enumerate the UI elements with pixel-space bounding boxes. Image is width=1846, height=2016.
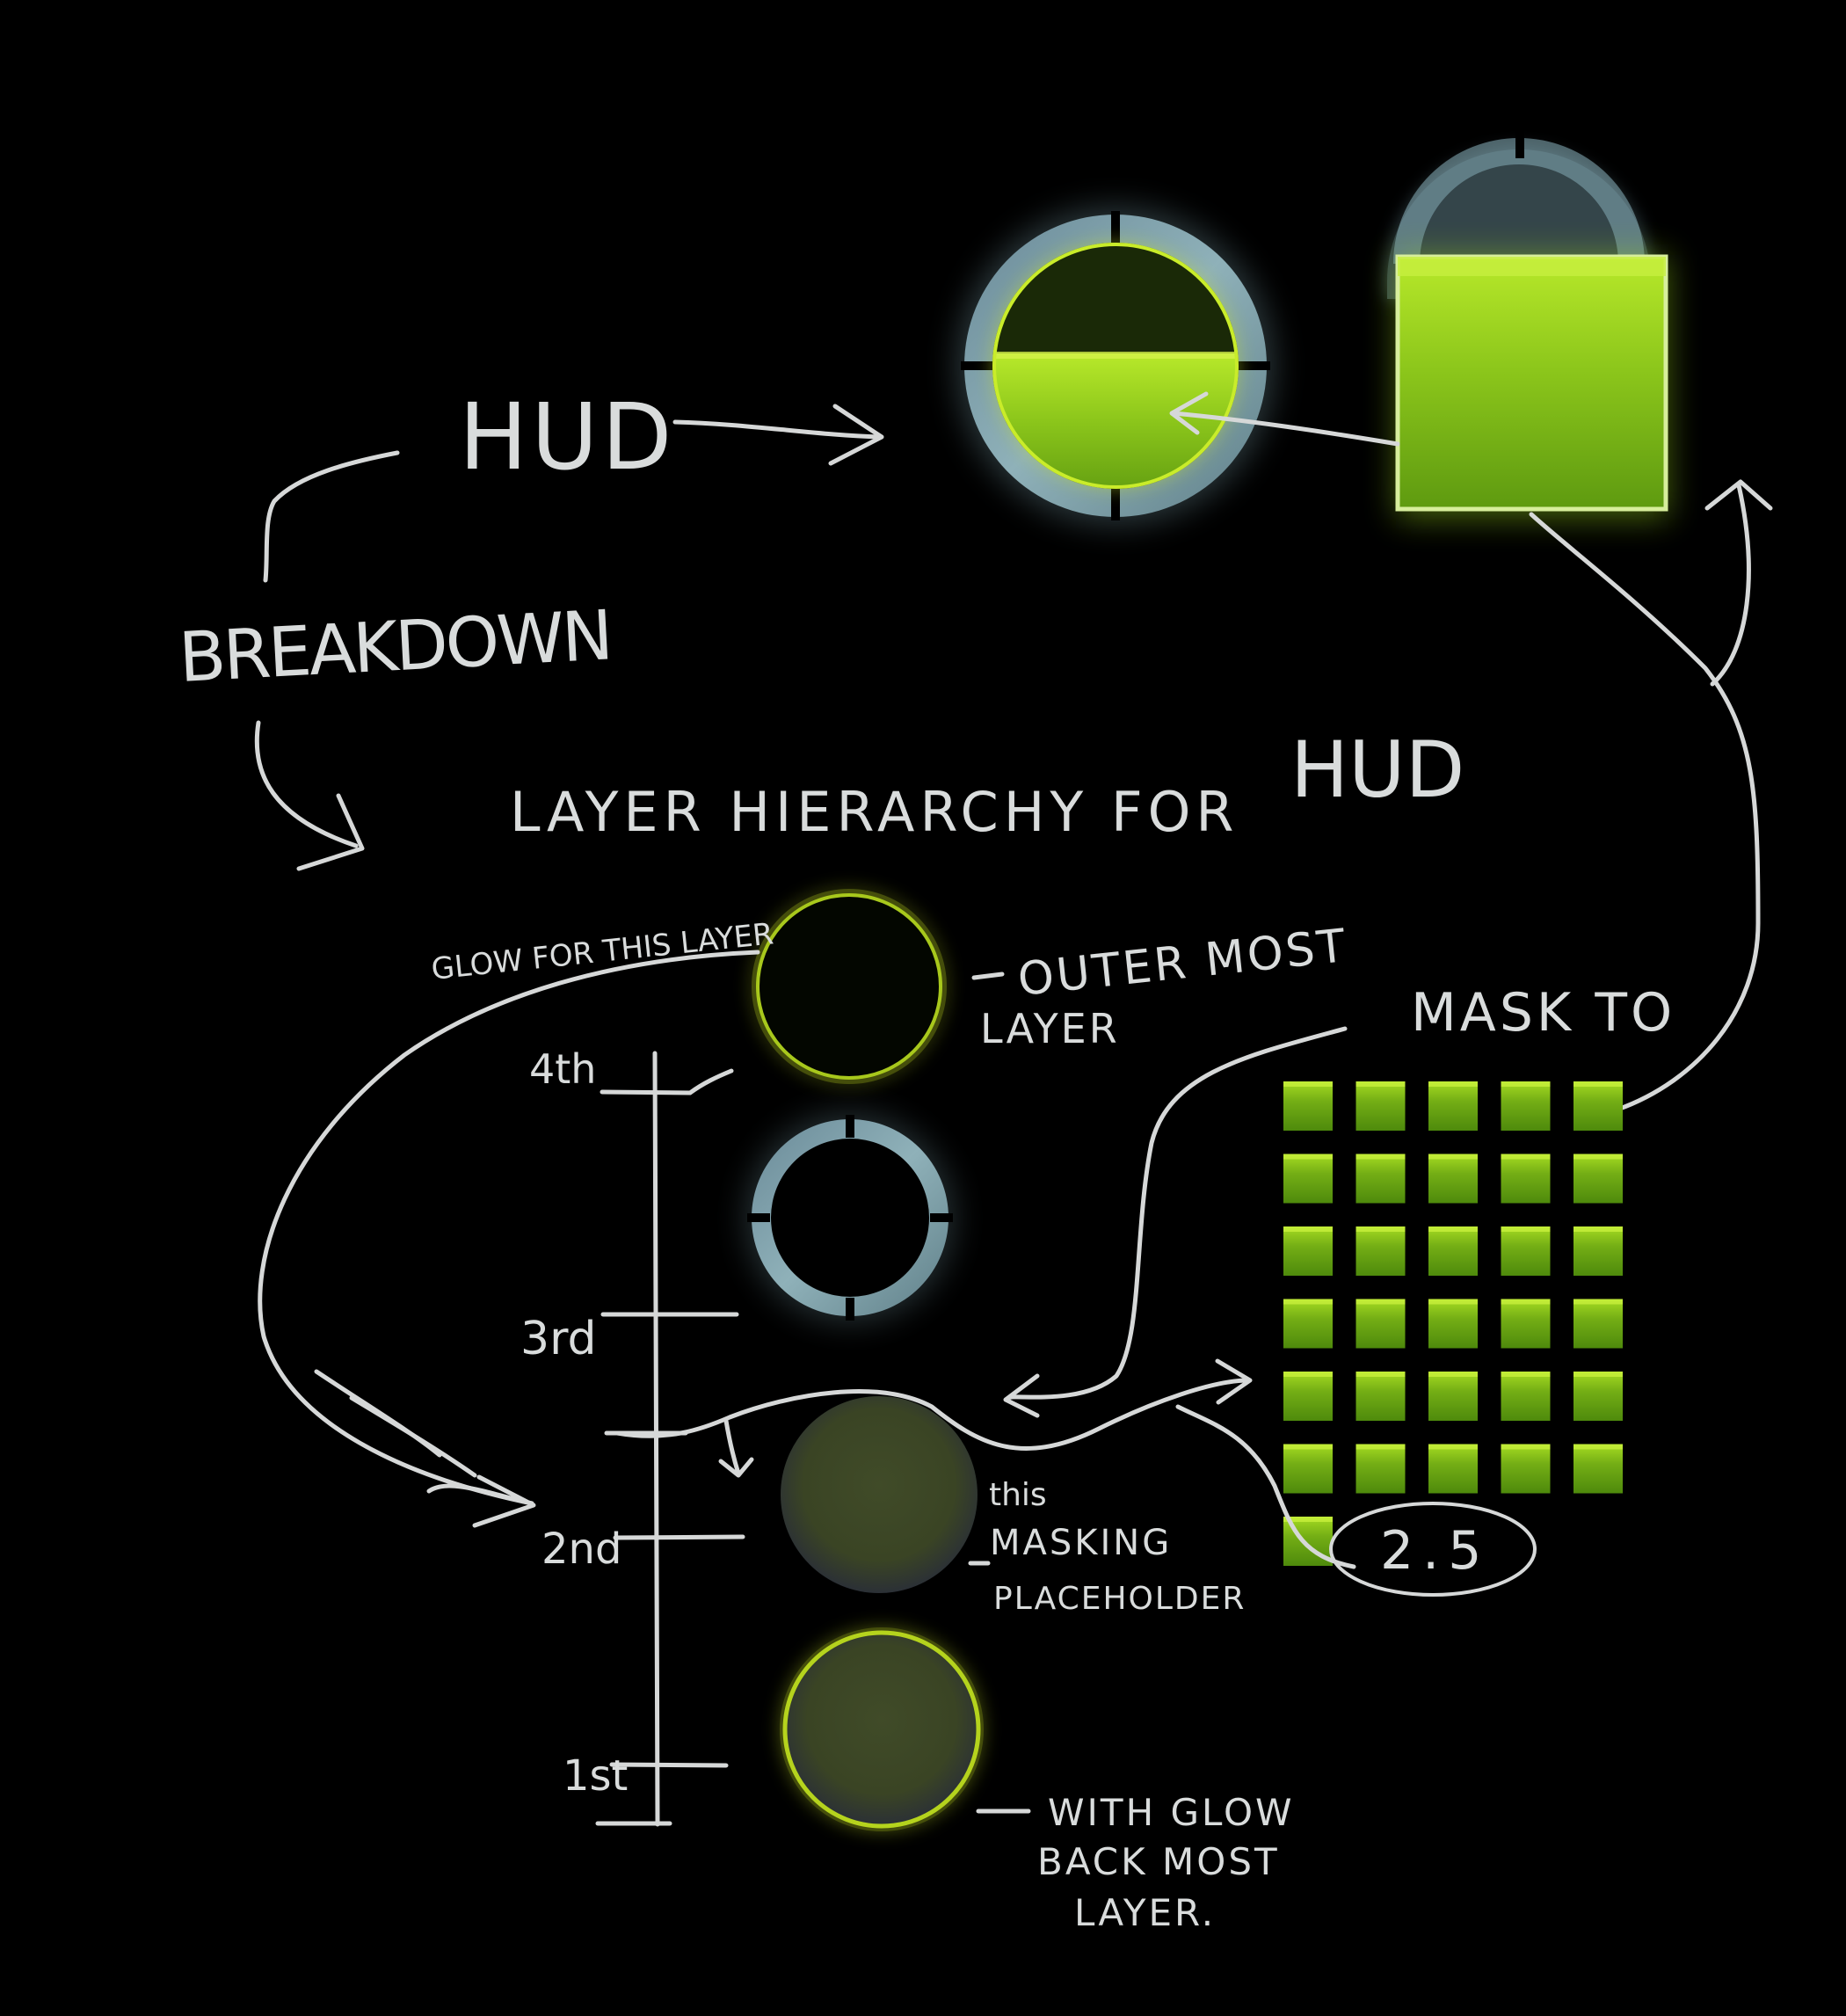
frame-count-badge: 2.5 xyxy=(1329,1502,1537,1597)
layer-hierarchy-label: LAYER HIERARCHY FOR xyxy=(510,780,1239,844)
liquid-frame-tile-highlight xyxy=(1573,1081,1623,1087)
liquid-frame-tile xyxy=(1501,1299,1551,1349)
liquid-frame-tile xyxy=(1573,1299,1623,1349)
liquid-frame-tile-highlight xyxy=(1428,1444,1478,1450)
liquid-frame-tile-highlight xyxy=(1355,1372,1406,1377)
liquid-frame-tile xyxy=(1573,1372,1623,1421)
liquid-frame-tile xyxy=(1355,1372,1406,1421)
layer-3-blue-ring xyxy=(746,1114,954,1321)
liquid-frame-tile xyxy=(1573,1226,1623,1276)
level-3-label: 3rd xyxy=(520,1313,597,1365)
liquid-frame-tile-highlight xyxy=(1428,1299,1478,1305)
liquid-frame-tile-highlight xyxy=(1573,1299,1623,1305)
arrow-mask-to-placeholder xyxy=(614,1026,1356,1569)
outer-layer-dash xyxy=(971,972,1005,980)
liquid-frame-tile xyxy=(1283,1226,1333,1276)
level-2-label: 2nd xyxy=(541,1525,621,1574)
liquid-frame-tile-highlight xyxy=(1573,1226,1623,1232)
hud-label: HUD xyxy=(459,383,675,491)
liquid-frame-tile-highlight xyxy=(1573,1444,1623,1450)
liquid-frame-tile-highlight xyxy=(1573,1372,1623,1377)
liquid-frame-tile-highlight xyxy=(1428,1226,1478,1232)
layer-1-back-glow xyxy=(780,1627,984,1831)
liquid-frame-tile-highlight xyxy=(1573,1154,1623,1160)
liquid-frame-tile xyxy=(1573,1154,1623,1204)
outer-layer-label-1: OUTER MOST xyxy=(1015,920,1350,1007)
outer-layer-label-2: LAYER xyxy=(980,1005,1120,1052)
liquid-frame-tile-highlight xyxy=(1501,1372,1551,1377)
mask-label-placeholder: PLACEHOLDER xyxy=(993,1581,1246,1617)
layer-4-glow-ring xyxy=(752,889,947,1084)
arrow-tiles-to-square xyxy=(1529,479,1773,1112)
liquid-frame-tile-grid xyxy=(1283,1081,1623,1566)
liquid-frame-tile xyxy=(1428,1299,1478,1349)
liquid-frame-tile-highlight xyxy=(1501,1444,1551,1450)
arrow-glow-to-2nd xyxy=(258,950,760,1528)
liquid-frame-tile xyxy=(1573,1081,1623,1131)
liquid-frame-tile-highlight xyxy=(1501,1226,1551,1232)
liquid-frame-tile xyxy=(1501,1444,1551,1494)
liquid-frame-tile-highlight xyxy=(1283,1444,1333,1450)
liquid-frame-tile-highlight xyxy=(1283,1299,1333,1305)
mask-label-this: this xyxy=(989,1477,1047,1513)
liquid-frame-tile-highlight xyxy=(1428,1081,1478,1087)
liquid-frame-tile-highlight xyxy=(1283,1517,1333,1522)
liquid-frame-tile xyxy=(1283,1372,1333,1421)
liquid-frame-tile-highlight xyxy=(1428,1154,1478,1160)
liquid-frame-tile xyxy=(1501,1226,1551,1276)
liquid-frame-tile xyxy=(1283,1444,1333,1494)
liquid-frame-tile xyxy=(1355,1081,1406,1131)
liquid-frame-tile-highlight xyxy=(1283,1081,1333,1087)
arrow-hud-to-result xyxy=(672,404,884,466)
liquid-frame-tile xyxy=(1501,1372,1551,1421)
liquid-frame-tile xyxy=(1355,1154,1406,1204)
liquid-frame-tile-highlight xyxy=(1355,1154,1406,1160)
glow-label-with-glow: WITH GLOW xyxy=(1048,1791,1295,1834)
level-1-label: 1st xyxy=(563,1751,628,1801)
liquid-frame-tile-highlight xyxy=(1501,1081,1551,1087)
liquid-frame-tile-highlight xyxy=(1501,1299,1551,1305)
layer-axis xyxy=(595,1051,745,1827)
liquid-frame-tile-highlight xyxy=(1283,1372,1333,1377)
liquid-frame-tile xyxy=(1428,1372,1478,1421)
liquid-frame-tile xyxy=(1283,1154,1333,1204)
layer-hierarchy-hud-label: HUD xyxy=(1290,724,1464,815)
glow-label-back-most: BACK MOST xyxy=(1037,1840,1280,1883)
finished-hud-orb xyxy=(957,207,1274,524)
liquid-frame-tile-highlight xyxy=(1428,1372,1478,1377)
mask-to-label: MASK TO xyxy=(1411,982,1675,1044)
liquid-frame-tile xyxy=(1283,1299,1333,1349)
liquid-frame-tile-highlight xyxy=(1355,1081,1406,1087)
liquid-frame-tile xyxy=(1355,1226,1406,1276)
level-4-label: 4th xyxy=(529,1045,596,1093)
liquid-frame-tile xyxy=(1501,1081,1551,1131)
liquid-frame-tile xyxy=(1573,1444,1623,1494)
liquid-frame-tile-highlight xyxy=(1501,1154,1551,1160)
glow-label-layer: LAYER. xyxy=(1074,1891,1216,1934)
liquid-frame-tile xyxy=(1428,1444,1478,1494)
mask-label-masking: MASKING xyxy=(990,1523,1172,1563)
arrow-breakdown-to-hierarchy xyxy=(254,720,365,871)
liquid-frame-tile-highlight xyxy=(1355,1299,1406,1305)
liquid-frame-tile xyxy=(1355,1444,1406,1494)
liquid-texture-square xyxy=(1387,120,1668,519)
liquid-frame-tile xyxy=(1283,1081,1333,1131)
liquid-frame-tile xyxy=(1428,1081,1478,1131)
liquid-frame-tile xyxy=(1355,1299,1406,1349)
breakdown-label: BREAKDOWN xyxy=(177,596,612,698)
liquid-frame-tile-highlight xyxy=(1355,1226,1406,1232)
frame-count-label: 2.5 xyxy=(1380,1520,1490,1582)
liquid-frame-tile-highlight xyxy=(1283,1154,1333,1160)
liquid-frame-tile xyxy=(1428,1154,1478,1204)
liquid-frame-tile-highlight xyxy=(1355,1444,1406,1450)
arrow-square-to-hud xyxy=(1169,391,1400,447)
liquid-frame-tile-highlight xyxy=(1283,1226,1333,1232)
layer-2-masking-placeholder xyxy=(781,1396,978,1593)
liquid-frame-tile xyxy=(1428,1226,1478,1276)
liquid-frame-tile xyxy=(1501,1154,1551,1204)
bracket-hud-breakdown xyxy=(263,450,400,583)
glow-note-label: GLOW FOR THIS LAYER xyxy=(430,916,775,987)
